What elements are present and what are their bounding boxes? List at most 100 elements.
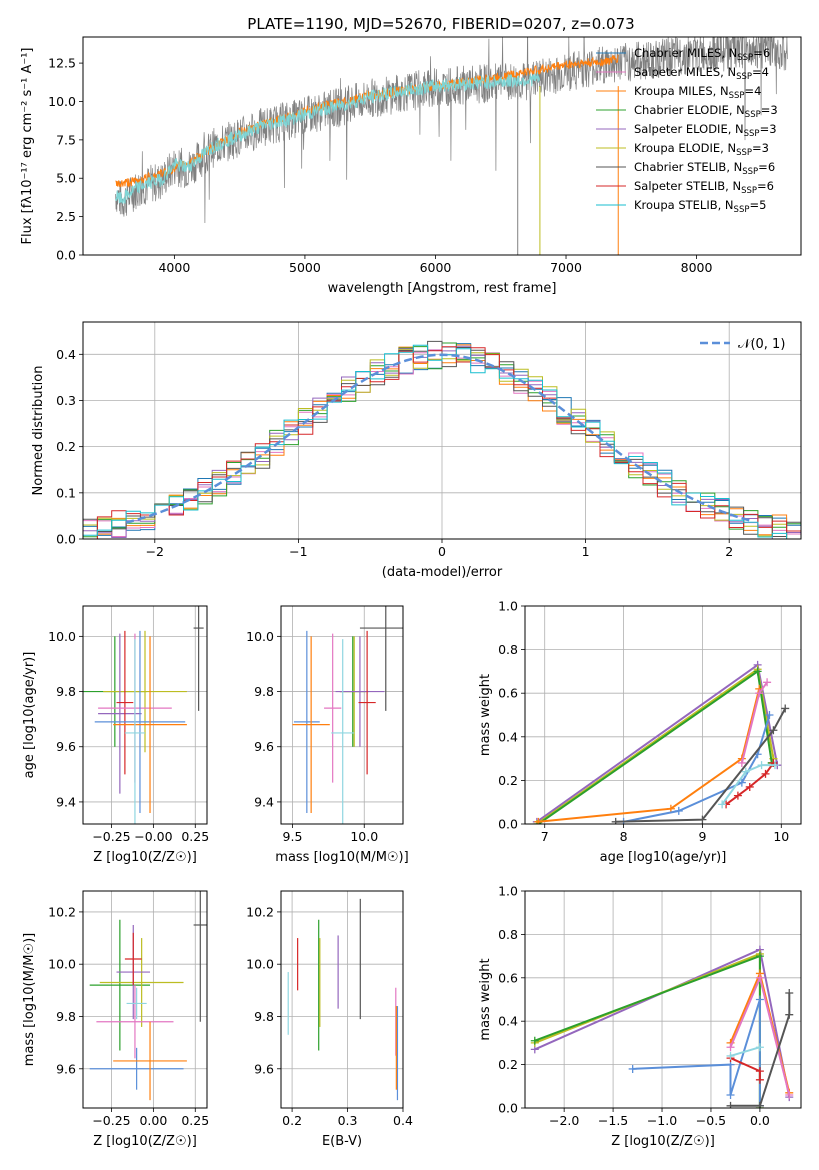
legend-label: Chabrier MILES, NSSP=6 <box>634 46 770 63</box>
age-weight-ytick-label: 0.6 <box>498 686 518 701</box>
residuals-ylabel: Normed distribution <box>31 366 46 496</box>
ebv-mass-ytick-label: 9.6 <box>254 1061 274 1076</box>
z-age-xtick-label: 0.25 <box>181 829 209 844</box>
ebv-mass-xtick-label: 0.4 <box>393 1113 413 1128</box>
spectrum-xtick-label: 6000 <box>420 260 452 275</box>
z-mass-frame <box>82 890 208 1109</box>
z-weight-marker <box>530 1036 539 1045</box>
residuals-xtick-label: 0 <box>438 544 446 559</box>
age-weight-line-3 <box>538 688 761 823</box>
mass-age-panel: 9.5 10.0 9.4 9.6 9.8 10.0 mass [log10(M/M☉)] <box>246 605 409 865</box>
residuals-xtick-label: 1 <box>582 544 590 559</box>
age-weight-xtick-label: 7 <box>541 829 549 844</box>
z-weight-marker <box>755 952 764 961</box>
z-age-ytick-label: 9.4 <box>56 794 76 809</box>
histogram-step-8 <box>83 344 801 539</box>
age-weight-marker <box>611 817 620 824</box>
spectrum-ytick-label: 7.5 <box>56 132 76 147</box>
age-weight-ytick-label: 0.0 <box>498 817 518 832</box>
residuals-ytick-label: 0.0 <box>56 532 76 547</box>
z-weight-marker <box>755 973 764 982</box>
age-weight-marker <box>781 704 790 713</box>
mass-age-ytick-label: 10.0 <box>246 629 274 644</box>
z-mass-panel: −0.25 0.00 0.25 9.6 9.8 10.0 10.2 Z [log10(Z/Z☉… <box>22 890 209 1149</box>
age-weight-marker <box>737 758 746 767</box>
z-mass-ytick-label: 9.8 <box>56 1009 76 1024</box>
z-age-ytick-label: 9.8 <box>56 684 76 699</box>
z-weight-ytick-label: 0.0 <box>498 1101 518 1116</box>
z-age-xtick-label: −0.25 <box>92 829 130 844</box>
spectrum-ylabel: Flux [fλ10⁻¹⁷ erg cm⁻² s⁻¹ A⁻¹] <box>20 48 35 245</box>
z-age-ytick-label: 10.0 <box>48 629 76 644</box>
spectrum-curves <box>115 37 789 255</box>
spectrum-xtick-label: 7000 <box>550 260 582 275</box>
age-weight-marker <box>733 791 742 800</box>
age-weight-series <box>532 660 790 824</box>
z-weight-line-7 <box>730 993 791 1107</box>
spectrum-xtick-label: 5000 <box>289 260 321 275</box>
residuals-panel: −2 −1 0 1 2 0.0 0.1 0.2 0.3 0.4 (data-model)/error… <box>31 321 802 580</box>
z-weight-marker <box>785 1090 794 1099</box>
gaussian-curve <box>125 353 752 524</box>
age-weight-marker <box>666 804 675 813</box>
z-weight-panel: −2.0 −1.5 −1.0 −0.5 0.0 0.0 0.2 0.4 0.6 0.8 1.0 Z [… <box>478 884 802 1149</box>
z-weight-marker <box>726 1090 735 1099</box>
mass-age-frame <box>280 605 404 825</box>
z-age-ytick-label: 9.6 <box>56 739 76 754</box>
z-weight-marker <box>726 1043 735 1052</box>
mass-age-xlabel: mass [log10(M/M☉)] <box>275 850 408 865</box>
z-weight-xtick-label: 0.0 <box>750 1113 770 1128</box>
ebv-mass-frame <box>280 890 404 1109</box>
z-mass-ytick-label: 10.2 <box>48 904 76 919</box>
z-weight-ytick-label: 1.0 <box>498 884 518 899</box>
spectrum-data-line <box>115 37 789 224</box>
ebv-mass-xtick-label: 0.2 <box>282 1113 302 1128</box>
z-weight-line-2 <box>534 954 761 1108</box>
z-weight-xtick-label: −0.5 <box>696 1113 726 1128</box>
spectrum-frame <box>82 36 802 256</box>
z-weight-ytick-label: 0.8 <box>498 927 518 942</box>
mass-age-ytick-label: 9.4 <box>254 794 274 809</box>
z-weight-line-8 <box>730 1046 761 1057</box>
z-weight-marker <box>785 1010 794 1019</box>
age-weight-xtick-label: 9 <box>698 829 706 844</box>
spectrum-xtick-label: 8000 <box>681 260 713 275</box>
spectrum-ytick-label: 5.0 <box>56 171 76 186</box>
gaussian-legend-label: 𝒩(0, 1) <box>738 337 785 352</box>
age-weight-marker <box>765 711 774 719</box>
z-weight-ytick-label: 0.6 <box>498 970 518 985</box>
legend-label: Kroupa MILES, NSSP=4 <box>634 84 761 101</box>
residuals-xtick-label: 2 <box>725 544 733 559</box>
spectrum-ytick-label: 0.0 <box>56 248 76 263</box>
histogram-bars <box>83 340 801 539</box>
z-weight-line-6 <box>730 1057 761 1080</box>
z-weight-marker <box>755 1101 764 1108</box>
legend-label: Salpeter STELIB, NSSP=6 <box>634 179 774 196</box>
z-age-frame <box>82 605 208 825</box>
z-mass-xtick-label: −0.25 <box>92 1113 130 1128</box>
residuals-xtick-label: −1 <box>289 544 307 559</box>
age-weight-panel: 7 8 9 10 0.0 0.2 0.4 0.6 0.8 1.0 age [log10(age/yr… <box>478 599 802 865</box>
mass-age-ytick-label: 9.6 <box>254 739 274 754</box>
spectrum-panel: 4000 5000 6000 7000 8000 0.0 2.5 5.0 7.5 10.0 12.5… <box>20 36 802 296</box>
mass-age-ytick-label: 9.8 <box>254 684 274 699</box>
z-weight-ytick-label: 0.4 <box>498 1014 518 1029</box>
age-weight-marker <box>753 667 762 676</box>
legend-label: Salpeter ELODIE, NSSP=3 <box>634 122 777 139</box>
legend-label: Salpeter MILES, NSSP=4 <box>634 65 769 82</box>
age-weight-xtick-label: 10 <box>773 829 789 844</box>
age-weight-ytick-label: 0.2 <box>498 773 518 788</box>
mass-age-points <box>292 606 403 824</box>
z-weight-marker <box>785 988 794 997</box>
z-weight-frame <box>524 890 802 1109</box>
residuals-ytick-label: 0.3 <box>56 393 76 408</box>
histogram-step-7 <box>83 346 801 539</box>
age-weight-xlabel: age [log10(age/yr)] <box>600 850 727 865</box>
age-weight-frame <box>524 605 802 825</box>
spectrum-model-line <box>115 72 541 205</box>
z-mass-points <box>89 891 207 1101</box>
age-weight-ylabel: mass weight <box>478 674 493 756</box>
age-weight-xtick-label: 8 <box>620 829 628 844</box>
z-weight-marker <box>755 1043 764 1052</box>
age-weight-line-5 <box>623 714 771 823</box>
